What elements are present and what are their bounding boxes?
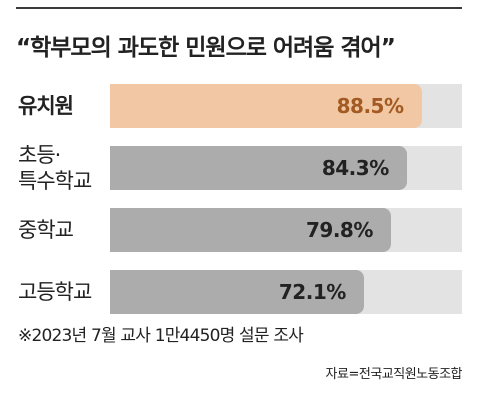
bar-row: 고등학교 72.1% xyxy=(0,270,480,314)
bar-track: 72.1% xyxy=(110,270,462,314)
category-label-line: 특수학교 xyxy=(18,169,92,193)
bar: 88.5% xyxy=(110,84,422,128)
chart-title: “학부모의 과도한 민원으로 어려움 겪어” xyxy=(16,35,396,61)
category-label-line: 중학교 xyxy=(18,218,74,242)
category-label: 유치원 xyxy=(18,93,74,119)
bar-track: 79.8% xyxy=(110,208,462,252)
value-label: 79.8% xyxy=(306,218,373,242)
bar: 79.8% xyxy=(110,208,391,252)
survey-note: ※2023년 7월 교사 1만4450명 설문 조사 xyxy=(18,326,304,346)
top-rule xyxy=(16,7,462,9)
bar-row: 중학교 79.8% xyxy=(0,208,480,252)
value-label: 88.5% xyxy=(336,94,404,118)
bar: 84.3% xyxy=(110,146,407,190)
value-label: 72.1% xyxy=(278,280,346,304)
bar-track: 88.5% xyxy=(110,84,462,128)
bar: 72.1% xyxy=(110,270,364,314)
category-label-line: 초등· xyxy=(18,143,61,167)
category-label: 중학교 xyxy=(18,217,74,243)
bar-row: 유치원 88.5% xyxy=(0,84,480,128)
value-label: 84.3% xyxy=(321,156,389,180)
source-credit: 자료=전국교직원노동조합 xyxy=(325,367,463,382)
category-label-line: 고등학교 xyxy=(18,280,92,304)
category-label-line: 유치원 xyxy=(18,94,74,118)
category-label: 고등학교 xyxy=(18,279,92,305)
bar-row: 초등· 특수학교 84.3% xyxy=(0,143,480,193)
category-label: 초등· 특수학교 xyxy=(18,142,92,194)
bar-track: 84.3% xyxy=(110,146,462,190)
